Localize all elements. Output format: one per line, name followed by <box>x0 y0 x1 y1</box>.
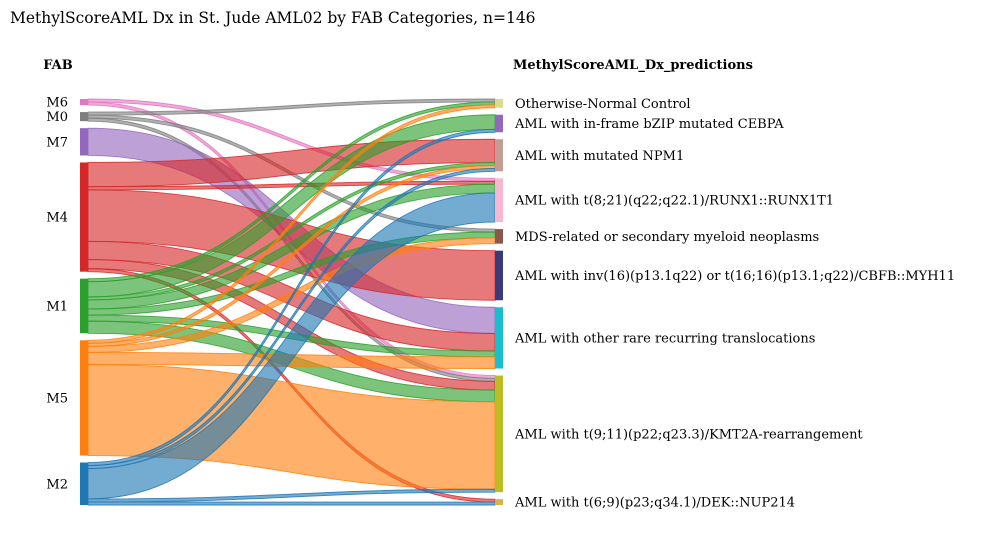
source-node-m7 <box>80 128 88 156</box>
source-label-m7: M7 <box>46 135 68 150</box>
source-node-m4 <box>80 162 88 272</box>
target-label-aml-with-in-frame-bzip-mutated-cebpa: AML with in-frame bZIP mutated CEBPA <box>514 117 784 132</box>
target-node-aml-with-inv-16-p13-1q22-or-t-16-16-p13-1-q22-cbfb-myh11 <box>495 250 503 301</box>
target-label-aml-with-t-9-11-p22-q23-3-kmt2a-rearrangement: AML with t(9;11)(p22;q23.3)/KMT2A-rearra… <box>514 427 863 442</box>
source-label-m2: M2 <box>46 477 68 492</box>
source-label-m1: M1 <box>46 299 68 314</box>
target-label-aml-with-inv-16-p13-1q22-or-t-16-16-p13-1-q22-cbfb-myh11: AML with inv(16)(p13.1q22) or t(16;16)(p… <box>514 269 955 284</box>
source-node-m1 <box>80 278 88 334</box>
target-label-aml-with-t-8-21-q22-q22-1-runx1-runx1t1: AML with t(8;21)(q22;q22.1)/RUNX1::RUNX1… <box>514 194 834 209</box>
link-m2-to-aml-with-t-9-11-p22-q23-3-kmt2a-rearrangement <box>87 488 496 503</box>
target-node-otherwise-normal-control <box>495 99 503 108</box>
target-label-aml-with-mutated-npm1: AML with mutated NPM1 <box>514 149 684 164</box>
link-m2-to-aml-with-t-6-9-p23-q34-1-dek-nup214 <box>87 501 496 506</box>
target-label-aml-with-t-6-9-p23-q34-1-dek-nup214: AML with t(6;9)(p23;q34.1)/DEK::NUP214 <box>514 496 795 511</box>
source-node-m2 <box>80 462 88 505</box>
chart-title: MethylScoreAML Dx in St. Jude AML02 by F… <box>10 9 536 27</box>
target-node-aml-with-t-8-21-q22-q22-1-runx1-runx1t1 <box>495 178 503 223</box>
source-label-m6: M6 <box>46 96 68 111</box>
target-label-mds-related-or-secondary-myeloid-neoplasms: MDS-related or secondary myeloid neoplas… <box>515 230 819 245</box>
source-label-m5: M5 <box>46 391 68 406</box>
target-node-aml-with-in-frame-bzip-mutated-cebpa <box>495 114 503 133</box>
target-node-aml-with-other-rare-recurring-translocations <box>495 307 503 369</box>
left-column-header: FAB <box>43 58 73 73</box>
nodes-layer <box>80 99 503 505</box>
target-node-aml-with-t-9-11-p22-q23-3-kmt2a-rearrangement <box>495 375 503 493</box>
target-node-aml-with-mutated-npm1 <box>495 139 503 172</box>
source-node-m0 <box>80 112 88 122</box>
target-label-otherwise-normal-control: Otherwise-Normal Control <box>515 97 691 112</box>
source-node-m6 <box>80 99 88 106</box>
links-layer <box>87 98 496 506</box>
source-node-m5 <box>80 340 88 456</box>
right-column-header: MethylScoreAML_Dx_predictions <box>513 58 753 73</box>
target-label-aml-with-other-rare-recurring-translocations: AML with other rare recurring translocat… <box>514 331 815 346</box>
source-label-m0: M0 <box>46 110 68 125</box>
target-node-mds-related-or-secondary-myeloid-neoplasms <box>495 229 503 244</box>
source-label-m4: M4 <box>46 211 68 226</box>
target-node-aml-with-t-6-9-p23-q34-1-dek-nup214 <box>495 499 503 505</box>
